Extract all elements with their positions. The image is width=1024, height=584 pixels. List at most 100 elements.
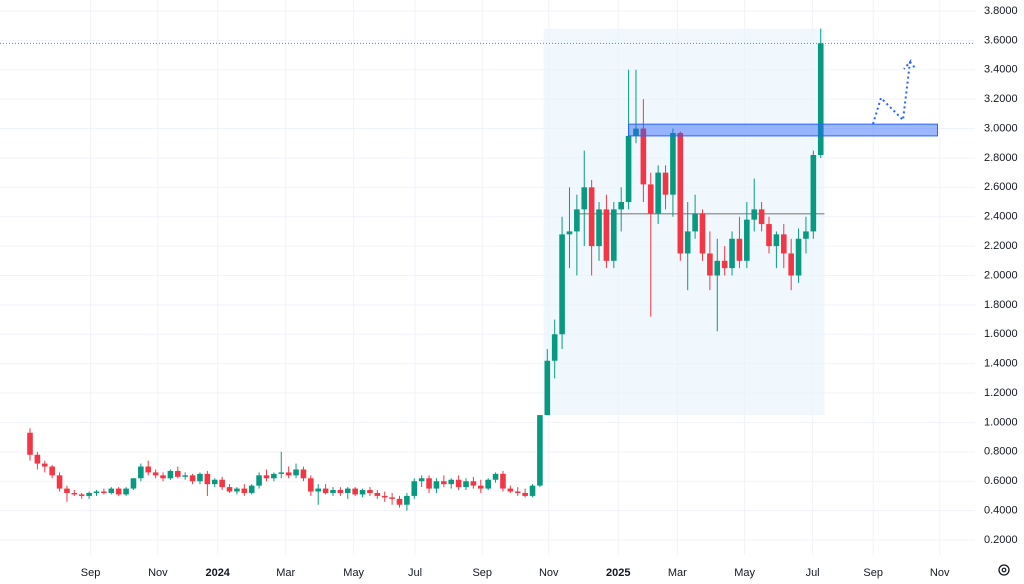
candle-body [463,481,469,488]
candle-body [441,481,447,485]
candle-body [160,475,166,479]
candle-body [418,478,425,482]
candle-body [167,470,174,479]
candle-body [300,469,307,479]
candle-body [56,475,63,489]
candle-body [182,475,188,477]
y-tick-label: 2.2000 [984,240,1018,252]
candle-body [322,488,329,493]
x-tick-label: Jul [408,567,422,579]
candle-body [692,213,698,232]
candle-body [197,473,203,482]
candle-body [145,466,152,473]
candle-body [817,43,824,156]
candle-body [337,490,344,493]
y-tick-label: 1.0000 [984,416,1018,428]
settings-icon[interactable] [998,564,1010,576]
candle-body [34,454,41,464]
zone-box [628,123,938,137]
x-tick-label: Jul [806,567,820,579]
candle-body [285,472,292,476]
y-tick-label: 3.6000 [984,34,1018,46]
x-tick-label: Nov [148,567,168,579]
candle-body [766,224,772,247]
x-tick-label: Sep [81,567,101,579]
candle-body [714,260,721,276]
candle-body [603,209,610,261]
candle-body [256,475,262,486]
candle-body [396,498,403,505]
y-tick-label: 0.2000 [984,534,1018,546]
candle-body [773,234,780,247]
x-tick-label: Mar [668,567,687,579]
candle-body [315,488,322,492]
candle-body [71,492,78,495]
candle-body [263,475,270,479]
candle-body [559,234,565,335]
candle-body [130,478,137,489]
candle-body [115,488,122,495]
candle-body [507,488,514,492]
candle-body [780,234,787,254]
x-tick-label: Sep [863,567,883,579]
y-tick-label: 1.2000 [984,387,1018,399]
candle-body [721,260,728,269]
candle-body [788,253,794,276]
x-tick-label: 2024 [205,567,230,579]
candle-body [514,491,521,493]
candle-body [404,495,410,505]
candle-body [189,475,196,482]
candle-body [551,334,558,361]
candle-body [138,466,144,479]
candle-body [381,495,388,498]
candle-body [344,488,351,493]
candle-body [529,485,536,496]
candle-body [152,472,159,476]
candle-body [219,479,225,488]
candle-body [101,491,107,493]
x-tick-label: Nov [930,567,950,579]
candle-body [618,202,624,210]
candle-body [86,492,92,496]
candle-body [744,219,750,261]
candle-body [544,360,551,416]
plot [0,28,975,511]
candle-body [655,172,661,214]
x-tick-label: 2025 [606,567,630,579]
candle-body [677,132,684,254]
candle-body [426,478,432,489]
candle-body [596,209,602,247]
candle-body [455,479,462,488]
candle-body [330,490,336,493]
candle-body [492,473,499,480]
candle-body [93,491,100,493]
candle-body [108,488,115,493]
y-tick-label: 3.4000 [984,64,1018,76]
candle-body [647,184,654,214]
candle-body [662,172,669,195]
candle-body [352,488,358,495]
candle-body [795,238,802,276]
candle-body [758,209,765,225]
candle-body [78,494,85,496]
candle-body [611,209,617,261]
y-tick-label: 2.0000 [984,269,1018,281]
candle-body [670,132,676,195]
candle-body [522,492,528,496]
candle-body [477,485,484,489]
candle-body [625,135,632,203]
candle-body [175,470,181,477]
candle-body [588,187,595,247]
y-tick-label: 1.4000 [984,358,1018,370]
range-box [543,28,825,416]
candle-body [810,155,817,232]
candle-body [64,488,70,493]
candle-body [485,479,491,489]
settings-icon-core[interactable] [1001,567,1007,573]
x-tick-label: Sep [472,567,492,579]
forecast-arrow [872,58,917,125]
settings-icon-ring[interactable] [998,564,1010,576]
y-tick-label: 0.4000 [984,505,1018,517]
